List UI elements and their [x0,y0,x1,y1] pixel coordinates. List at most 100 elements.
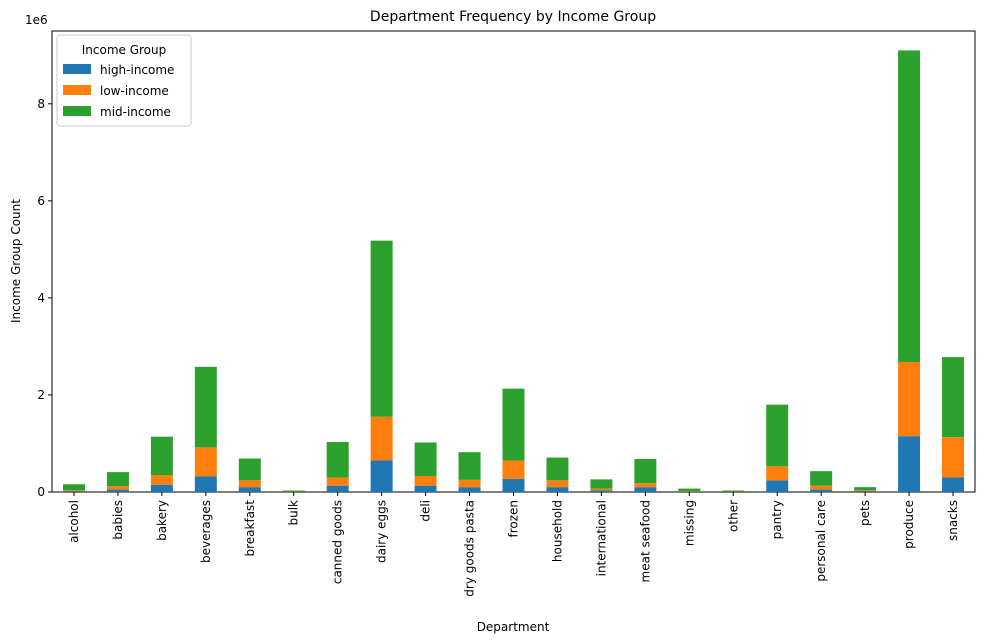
bar-low-income-bakery [150,475,173,485]
x-tick-label: bakery [155,500,169,541]
bar-mid-income-meat-seafood [634,459,657,484]
bar-low-income-international [590,488,613,491]
bar-mid-income-snacks [942,357,965,438]
bar-low-income-deli [414,475,437,486]
bar-high-income-household [546,487,569,492]
x-tick-label: deli [419,500,433,522]
legend-swatch-high-income [63,64,91,74]
x-tick-label: beverages [199,500,213,563]
legend-label-mid-income: mid-income [100,105,171,119]
bar-high-income-deli [414,485,437,492]
y-tick-label: 2 [37,388,45,402]
scale-label: 1e6 [25,13,48,27]
x-tick-label: personal care [814,500,828,582]
x-tick-label: meat seafood [638,500,652,582]
y-tick-label: 0 [37,485,45,499]
x-tick-label: international [594,500,608,576]
bar-high-income-alcohol [62,491,85,492]
y-tick-label: 4 [37,291,45,305]
x-tick-label: dry goods pasta [463,500,477,597]
bar-mid-income-international [590,479,613,489]
bar-mid-income-pets [854,487,877,491]
bar-mid-income-household [546,457,569,481]
bar-low-income-snacks [942,437,965,478]
bar-high-income-breakfast [238,487,261,492]
bar-mid-income-deli [414,442,437,476]
x-tick-label: breakfast [243,500,257,557]
bar-low-income-beverages [194,447,217,477]
bar-mid-income-dry-goods-pasta [458,452,481,480]
bar-mid-income-pantry [766,404,789,467]
bar-mid-income-other [722,490,745,492]
bar-mid-income-breakfast [238,458,261,481]
x-tick-label: pets [858,500,872,526]
x-tick-label: snacks [946,500,960,541]
bar-low-income-canned-goods [326,477,349,486]
bar-mid-income-produce [898,50,921,362]
y-axis: 0 2 4 6 8 [37,97,52,499]
bar-mid-income-bulk [282,490,305,492]
x-tick-label: babies [111,500,125,540]
legend-title: Income Group [82,43,167,57]
bar-low-income-produce [898,361,921,437]
x-tick-label: frozen [507,500,521,538]
bar-high-income-babies [106,489,129,492]
x-tick-label: alcohol [67,500,81,543]
chart-title: Department Frequency by Income Group [370,9,656,25]
bar-mid-income-bakery [150,436,173,476]
bar-low-income-frozen [502,460,525,479]
y-tick-label: 8 [37,97,45,111]
bar-low-income-personal-care [810,485,833,490]
bar-high-income-meat-seafood [634,487,657,492]
x-tick-label: missing [682,500,696,546]
x-tick-label: household [550,500,564,562]
x-tick-label: pantry [770,500,784,539]
bar-low-income-household [546,480,569,488]
y-tick-label: 6 [37,194,45,208]
bar-low-income-pets [854,490,877,492]
legend: Income Group high-income low-income mid-… [56,34,192,127]
legend-swatch-low-income [63,85,91,95]
bar-low-income-meat-seafood [634,483,657,488]
bar-high-income-pantry [766,480,789,492]
bar-low-income-pantry [766,466,789,481]
bar-high-income-frozen [502,478,525,492]
bar-mid-income-beverages [194,366,217,448]
x-tick-label: other [726,500,740,532]
bar-low-income-dairy-eggs [370,416,393,461]
x-tick-label: canned goods [331,500,345,584]
bar-high-income-personal-care [810,489,833,492]
bar-high-income-canned-goods [326,485,349,492]
x-axis: alcohol babies bakery beverages breakfast bul… [67,492,960,597]
legend-box [56,34,192,127]
legend-label-low-income: low-income [100,84,169,98]
bar-mid-income-frozen [502,388,525,461]
legend-swatch-mid-income [63,106,91,116]
bar-high-income-bakery [150,484,173,492]
bar-low-income-breakfast [238,480,261,488]
x-tick-label: dairy eggs [375,500,389,563]
bar-mid-income-personal-care [810,471,833,486]
y-axis-label: Income Group Count [9,199,23,323]
bar-high-income-dry-goods-pasta [458,487,481,492]
bar-mid-income-canned-goods [326,442,349,478]
x-tick-label: produce [902,500,916,549]
x-axis-label: Department [477,620,550,634]
bar-high-income-beverages [194,476,217,492]
bar-mid-income-babies [106,472,129,487]
bar-low-income-babies [106,486,129,490]
bar-high-income-snacks [942,477,965,492]
bar-mid-income-dairy-eggs [370,240,393,417]
x-tick-label: bulk [287,500,301,526]
bar-mid-income-alcohol [62,484,85,491]
bar-high-income-pets [854,491,877,492]
bar-low-income-dry-goods-pasta [458,479,481,488]
bars [62,50,965,492]
bar-high-income-dairy-eggs [370,460,393,492]
bar-high-income-produce [898,436,921,492]
bar-low-income-alcohol [62,490,85,492]
bar-high-income-international [590,490,613,492]
legend-label-high-income: high-income [100,63,174,77]
bar-mid-income-missing [678,488,701,492]
